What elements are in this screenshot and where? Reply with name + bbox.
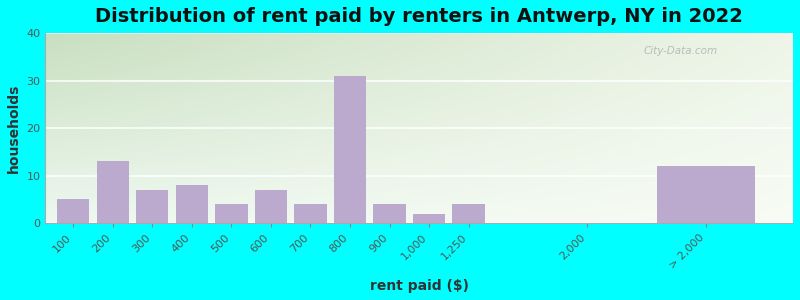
Bar — [413, 214, 446, 223]
Bar — [334, 76, 366, 223]
Bar — [374, 204, 406, 223]
Bar — [176, 185, 208, 223]
Bar — [254, 190, 287, 223]
Bar — [657, 166, 755, 223]
Bar — [453, 204, 485, 223]
Title: Distribution of rent paid by renters in Antwerp, NY in 2022: Distribution of rent paid by renters in … — [95, 7, 743, 26]
Bar — [294, 204, 326, 223]
Bar — [57, 200, 90, 223]
Bar — [215, 204, 248, 223]
X-axis label: rent paid ($): rent paid ($) — [370, 279, 469, 293]
Y-axis label: households: households — [7, 83, 21, 173]
Text: City-Data.com: City-Data.com — [643, 46, 718, 56]
Bar — [136, 190, 169, 223]
Bar — [97, 161, 129, 223]
